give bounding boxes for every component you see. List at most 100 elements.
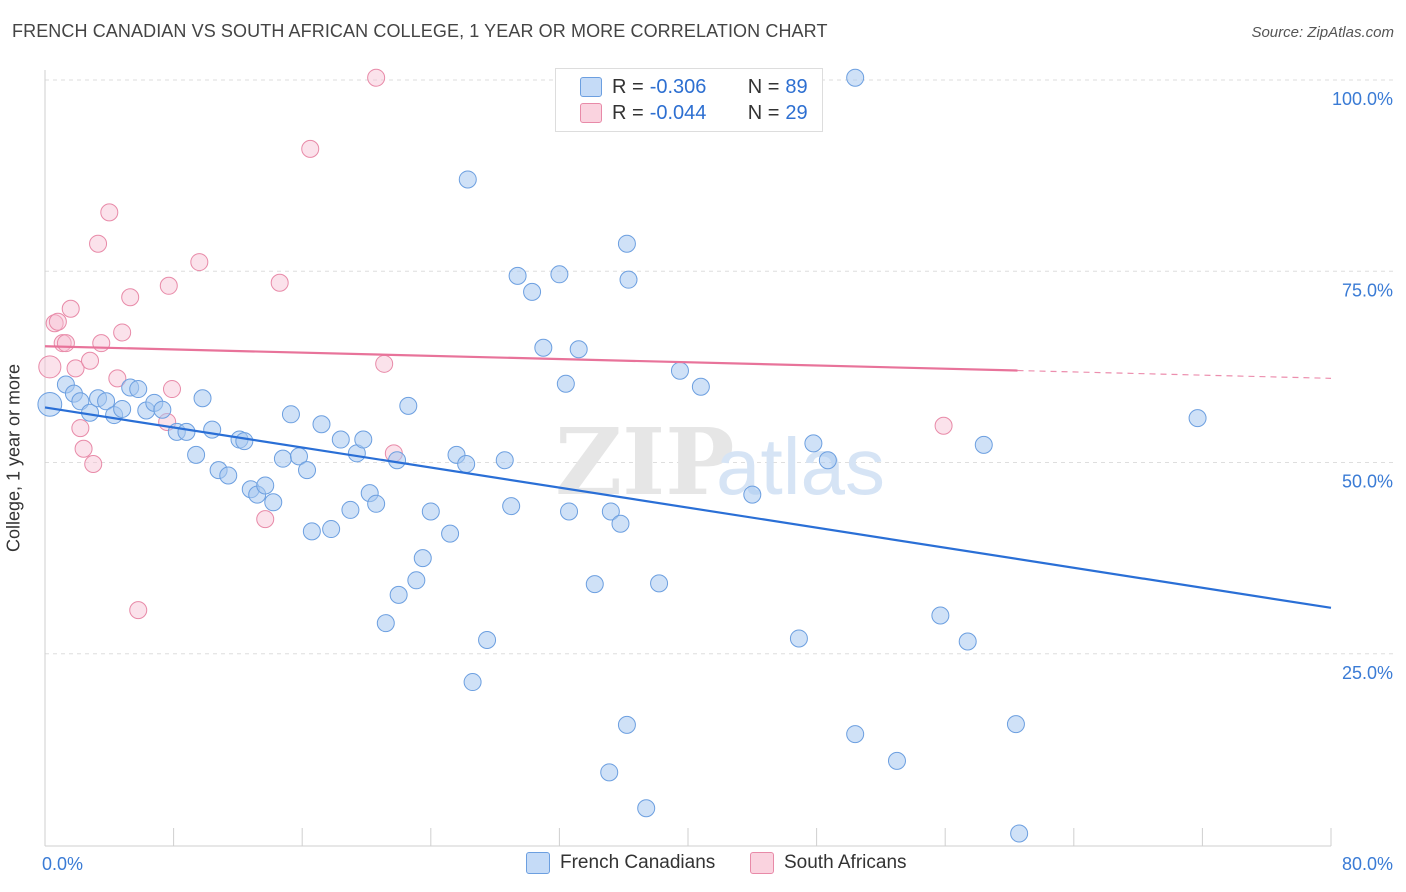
french-canadian-point-15 — [177, 422, 196, 441]
french-canadian-point-22 — [235, 432, 254, 451]
french-canadian-point-3 — [71, 392, 90, 411]
south-african-point-15 — [113, 323, 132, 342]
french-canadian-point-52 — [478, 630, 497, 649]
legend-n-label: N = — [747, 75, 780, 98]
legend-n-value: 29 — [785, 101, 808, 124]
french-canadian-point-76 — [818, 451, 837, 470]
french-canadian-point-83 — [1006, 715, 1025, 734]
french-canadian-point-60 — [560, 502, 579, 521]
trend-lines — [44, 345, 1332, 609]
french-canadian-point-49 — [457, 455, 476, 474]
south-african-point-22 — [256, 510, 275, 529]
french-canadian-point-75 — [804, 434, 823, 453]
french-canadian-point-30 — [298, 461, 317, 480]
series-swatch-blue — [526, 852, 550, 874]
legend-row-south-africans: R = -0.044 N = 29 — [580, 100, 808, 126]
y-tick-label-100: 100.0% — [1332, 89, 1393, 109]
legend-swatch-blue — [580, 77, 602, 97]
french-canadian-point-34 — [331, 430, 350, 449]
french-canadian-point-46 — [421, 502, 440, 521]
south-africans-trend-line-extension — [1017, 369, 1332, 379]
french-canadian-point-45 — [413, 549, 432, 568]
south-african-point-1 — [45, 314, 64, 333]
axes — [44, 70, 1332, 847]
french-canadian-point-84 — [1010, 824, 1029, 843]
legend-n-label: N = — [747, 101, 780, 124]
watermark-zip: ZIP — [555, 408, 734, 516]
french-canadian-point-6 — [97, 392, 116, 411]
french-canadian-point-55 — [508, 266, 527, 285]
south-african-point-25 — [367, 68, 386, 87]
series-swatch-pink — [750, 852, 774, 874]
french-canadian-point-70 — [650, 574, 669, 593]
legend-n-value: 89 — [785, 75, 808, 98]
south-african-point-23 — [270, 273, 289, 292]
french-canadian-point-69 — [637, 799, 656, 818]
south-africans-points — [38, 68, 953, 620]
french-canadian-point-73 — [743, 485, 762, 504]
south-african-point-0 — [38, 355, 62, 379]
series-legend-south-africans[interactable]: South Africans — [750, 852, 907, 874]
french-canadian-point-0 — [37, 391, 63, 417]
french-canadian-point-8 — [113, 399, 132, 418]
french-canadian-point-51 — [458, 170, 477, 189]
series-legend: French Canadians South Africans — [0, 852, 1406, 878]
french-canadian-point-57 — [534, 338, 553, 357]
french-canadian-point-74 — [789, 629, 808, 648]
french-canadian-point-47 — [441, 524, 460, 543]
x-tick-label-min: 0.0% — [42, 854, 83, 874]
french-canadian-point-32 — [312, 415, 331, 434]
french-canadian-point-16 — [187, 445, 206, 464]
french-canadian-point-72 — [691, 377, 710, 396]
legend-row-french-canadians: R = -0.306 N = 89 — [580, 74, 808, 100]
correlation-legend: R = -0.306 N = 89 R = -0.044 N = 29 — [555, 68, 823, 132]
source-credit: Source: ZipAtlas.com — [1251, 24, 1394, 41]
south-african-point-26 — [375, 354, 394, 373]
french-canadian-point-56 — [523, 282, 542, 301]
french-canadian-point-81 — [958, 632, 977, 651]
chart-title: FRENCH CANADIAN VS SOUTH AFRICAN COLLEGE… — [12, 21, 828, 41]
south-african-point-20 — [162, 380, 181, 399]
french-canadian-point-20 — [219, 466, 238, 485]
french-canadian-point-25 — [256, 476, 275, 495]
legend-swatch-pink — [580, 103, 602, 123]
french-canadian-point-82 — [974, 435, 993, 454]
french-canadian-point-40 — [376, 614, 395, 633]
french-canadian-point-63 — [600, 763, 619, 782]
french-canadian-point-31 — [302, 522, 321, 541]
legend-r-label: R = — [612, 75, 644, 98]
french-canadian-point-39 — [367, 494, 386, 513]
french-canadian-point-26 — [264, 493, 283, 512]
south-african-point-17 — [129, 601, 148, 620]
french-canadian-point-28 — [281, 405, 300, 424]
series-label: French Canadians — [560, 852, 716, 873]
series-label: South Africans — [784, 852, 907, 873]
legend-r-label: R = — [612, 101, 644, 124]
french-canadian-point-35 — [341, 500, 360, 519]
french-canadian-point-37 — [354, 430, 373, 449]
y-axis-label: College, 1 year or more — [3, 363, 24, 553]
french-canadian-point-42 — [389, 585, 408, 604]
south-african-point-21 — [190, 253, 209, 272]
french-canadian-point-85 — [1188, 409, 1207, 428]
south-african-point-12 — [92, 334, 111, 353]
south-african-point-9 — [81, 351, 100, 370]
french-canadian-point-17 — [193, 389, 212, 408]
south-african-point-5 — [61, 299, 80, 318]
south-africans-trend-line — [44, 345, 1018, 372]
french-canadian-point-67 — [617, 234, 636, 253]
x-tick-label-max: 80.0% — [1342, 854, 1393, 874]
french-canadian-point-80 — [931, 606, 950, 625]
y-tick-label-50: 50.0% — [1342, 472, 1393, 492]
french-canadian-point-62 — [585, 575, 604, 594]
legend-r-value: -0.306 — [649, 75, 707, 98]
series-legend-french-canadians[interactable]: French Canadians — [526, 852, 715, 874]
french-canadian-point-41 — [388, 451, 407, 470]
south-african-point-11 — [89, 234, 108, 253]
french-canadian-point-27 — [273, 449, 292, 468]
french-canadian-point-71 — [670, 361, 689, 380]
legend-r-value: -0.044 — [649, 101, 707, 124]
grid-lines — [45, 79, 1393, 655]
y-tick-label-25: 25.0% — [1342, 663, 1393, 683]
